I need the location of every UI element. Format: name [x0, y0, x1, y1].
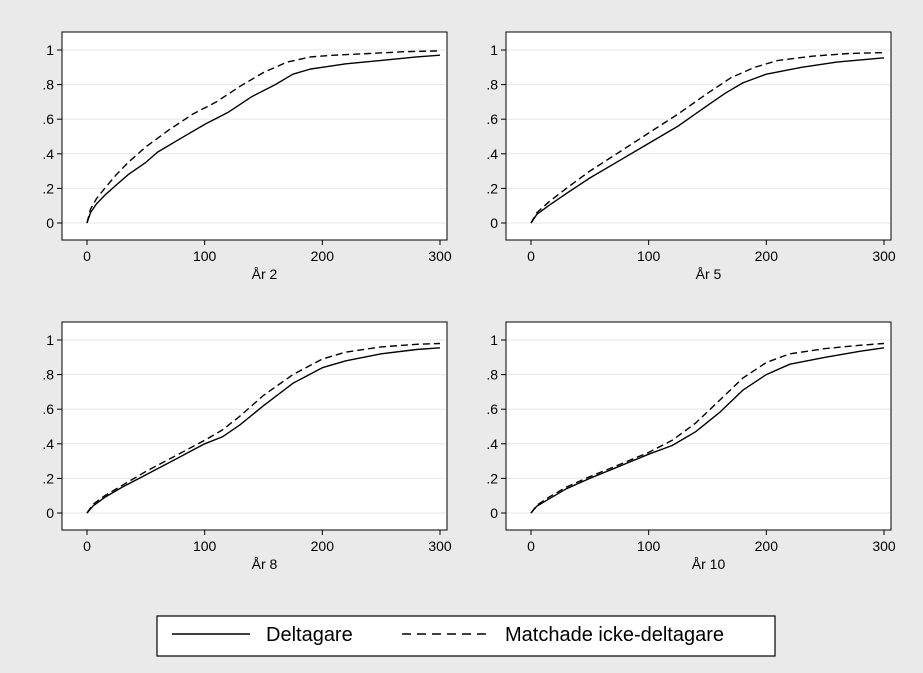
- x-tick-label: 200: [311, 538, 335, 554]
- y-tick-label: .6: [486, 401, 498, 417]
- y-tick-label: 1: [490, 332, 498, 348]
- series-line-deltagare: [530, 57, 885, 224]
- x-tick-label: 100: [193, 248, 217, 264]
- y-tick-label: 1: [46, 332, 54, 348]
- x-axis-title: År 2: [252, 266, 278, 282]
- x-tick-label: 300: [428, 538, 452, 554]
- x-tick-label: 200: [311, 248, 335, 264]
- x-tick-label: 0: [83, 538, 91, 554]
- y-tick-label: .8: [486, 367, 498, 383]
- y-tick-label: .2: [486, 180, 498, 196]
- y-tick-label: .6: [42, 401, 54, 417]
- legend-label-deltagare: Deltagare: [266, 624, 353, 646]
- x-axis-title: År 10: [692, 556, 726, 572]
- series-line-deltagare: [530, 347, 885, 514]
- y-tick-label: .6: [42, 111, 54, 127]
- legend-box: [156, 615, 776, 657]
- x-tick-label: 200: [755, 248, 779, 264]
- x-tick-label: 0: [83, 248, 91, 264]
- y-tick-label: 1: [46, 42, 54, 58]
- x-tick-label: 100: [637, 248, 661, 264]
- chart-panel-2: 0 .2 .4 .6 .8 1 0 100 200 300 År 5: [486, 31, 896, 282]
- plot-area: [505, 31, 892, 241]
- series-line-matchade: [530, 51, 885, 224]
- series-line-deltagare: [86, 54, 441, 224]
- x-tick-label: 200: [755, 538, 779, 554]
- plot-area: [61, 321, 448, 531]
- legend-label-matchade: Matchade icke-deltagare: [505, 624, 724, 646]
- x-tick-label: 100: [193, 538, 217, 554]
- y-tick-label: 0: [490, 215, 498, 231]
- series-line-matchade: [86, 342, 441, 514]
- y-tick-label: .2: [42, 180, 54, 196]
- x-tick-label: 0: [527, 248, 535, 264]
- y-tick-label: .4: [42, 146, 54, 162]
- plot-area: [61, 31, 448, 241]
- y-tick-label: .8: [42, 367, 54, 383]
- y-tick-label: 0: [490, 505, 498, 521]
- y-tick-label: 0: [46, 505, 54, 521]
- y-tick-label: .8: [486, 77, 498, 93]
- series-line-deltagare: [86, 347, 441, 514]
- y-tick-label: .6: [486, 111, 498, 127]
- chart-panel-3: 0 .2 .4 .6 .8 1 0 100 200 300 År 8: [42, 321, 452, 572]
- y-tick-label: .4: [42, 436, 54, 452]
- chart-panel-1: 0 .2 .4 .6 .8 1 0 100 200 300 År 2: [42, 31, 452, 282]
- x-tick-label: 300: [428, 248, 452, 264]
- y-tick-label: .2: [486, 470, 498, 486]
- y-tick-label: 0: [46, 215, 54, 231]
- series-line-matchade: [530, 342, 885, 514]
- x-tick-label: 0: [527, 538, 535, 554]
- y-tick-label: .4: [486, 436, 498, 452]
- x-tick-label: 300: [872, 248, 896, 264]
- x-axis-title: År 5: [696, 266, 722, 282]
- x-tick-label: 300: [872, 538, 896, 554]
- legend: Deltagare Matchade icke-deltagare: [156, 615, 776, 657]
- x-axis-title: År 8: [252, 556, 278, 572]
- y-tick-label: .4: [486, 146, 498, 162]
- chart-panel-4: 0 .2 .4 .6 .8 1 0 100 200 300 År 10: [486, 321, 896, 572]
- y-tick-label: 1: [490, 42, 498, 58]
- x-tick-label: 100: [637, 538, 661, 554]
- y-tick-label: .8: [42, 77, 54, 93]
- series-line-matchade: [86, 50, 441, 224]
- plot-area: [505, 321, 892, 531]
- y-tick-label: .2: [42, 470, 54, 486]
